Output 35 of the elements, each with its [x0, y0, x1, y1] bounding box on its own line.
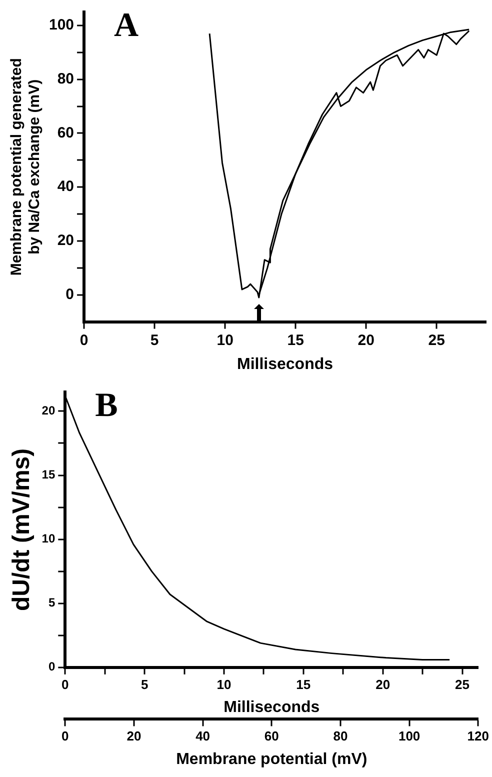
- x2-tick-label: 100: [398, 728, 420, 744]
- y-tick-label: 20: [42, 404, 56, 418]
- x-tick-label: 10: [216, 332, 234, 349]
- y-tick-label: 40: [57, 178, 74, 196]
- x-axis-title: Milliseconds: [237, 356, 334, 373]
- y-tick-label: 0: [48, 660, 56, 674]
- x-tick-label: 25: [428, 332, 445, 349]
- y-tick-label: 10: [42, 532, 56, 546]
- chart-title: B: [95, 386, 118, 424]
- x2-tick-label: 120: [467, 728, 490, 744]
- x-tick-label: 5: [150, 332, 159, 349]
- x2-tick-label: 80: [333, 728, 348, 744]
- y-tick-label: 15: [42, 468, 56, 482]
- y-axis-title: dU/dt (mV/ms): [8, 448, 36, 612]
- x-tick-label: 5: [140, 676, 148, 692]
- x2-axis-title: Membrane potential (mV): [176, 750, 368, 768]
- x-axis-title: Milliseconds: [224, 699, 320, 716]
- x-tick-label: 20: [376, 676, 390, 692]
- y-tick-label: 20: [57, 232, 74, 250]
- y-tick-label: 80: [57, 70, 74, 88]
- x-tick-label: 15: [296, 676, 311, 692]
- y-tick-label: 100: [48, 16, 74, 34]
- y-tick-label: 0: [66, 286, 74, 303]
- x-tick-label: 0: [80, 332, 88, 349]
- x-tick-label: 10: [216, 676, 232, 692]
- x2-tick-label: 20: [126, 728, 142, 744]
- chart-title: A: [114, 6, 140, 44]
- x2-tick-label: 40: [196, 728, 210, 744]
- y-tick-label: 60: [57, 124, 74, 142]
- x-tick-label: 15: [287, 332, 304, 349]
- y-axis-title: Membrane potential generated by Na/Ca exchange (mV): [8, 58, 44, 276]
- x-tick-label: 25: [455, 676, 470, 692]
- x-tick-label: 20: [358, 332, 374, 349]
- x2-tick-label: 60: [264, 728, 279, 744]
- y-tick-label: 5: [48, 596, 56, 610]
